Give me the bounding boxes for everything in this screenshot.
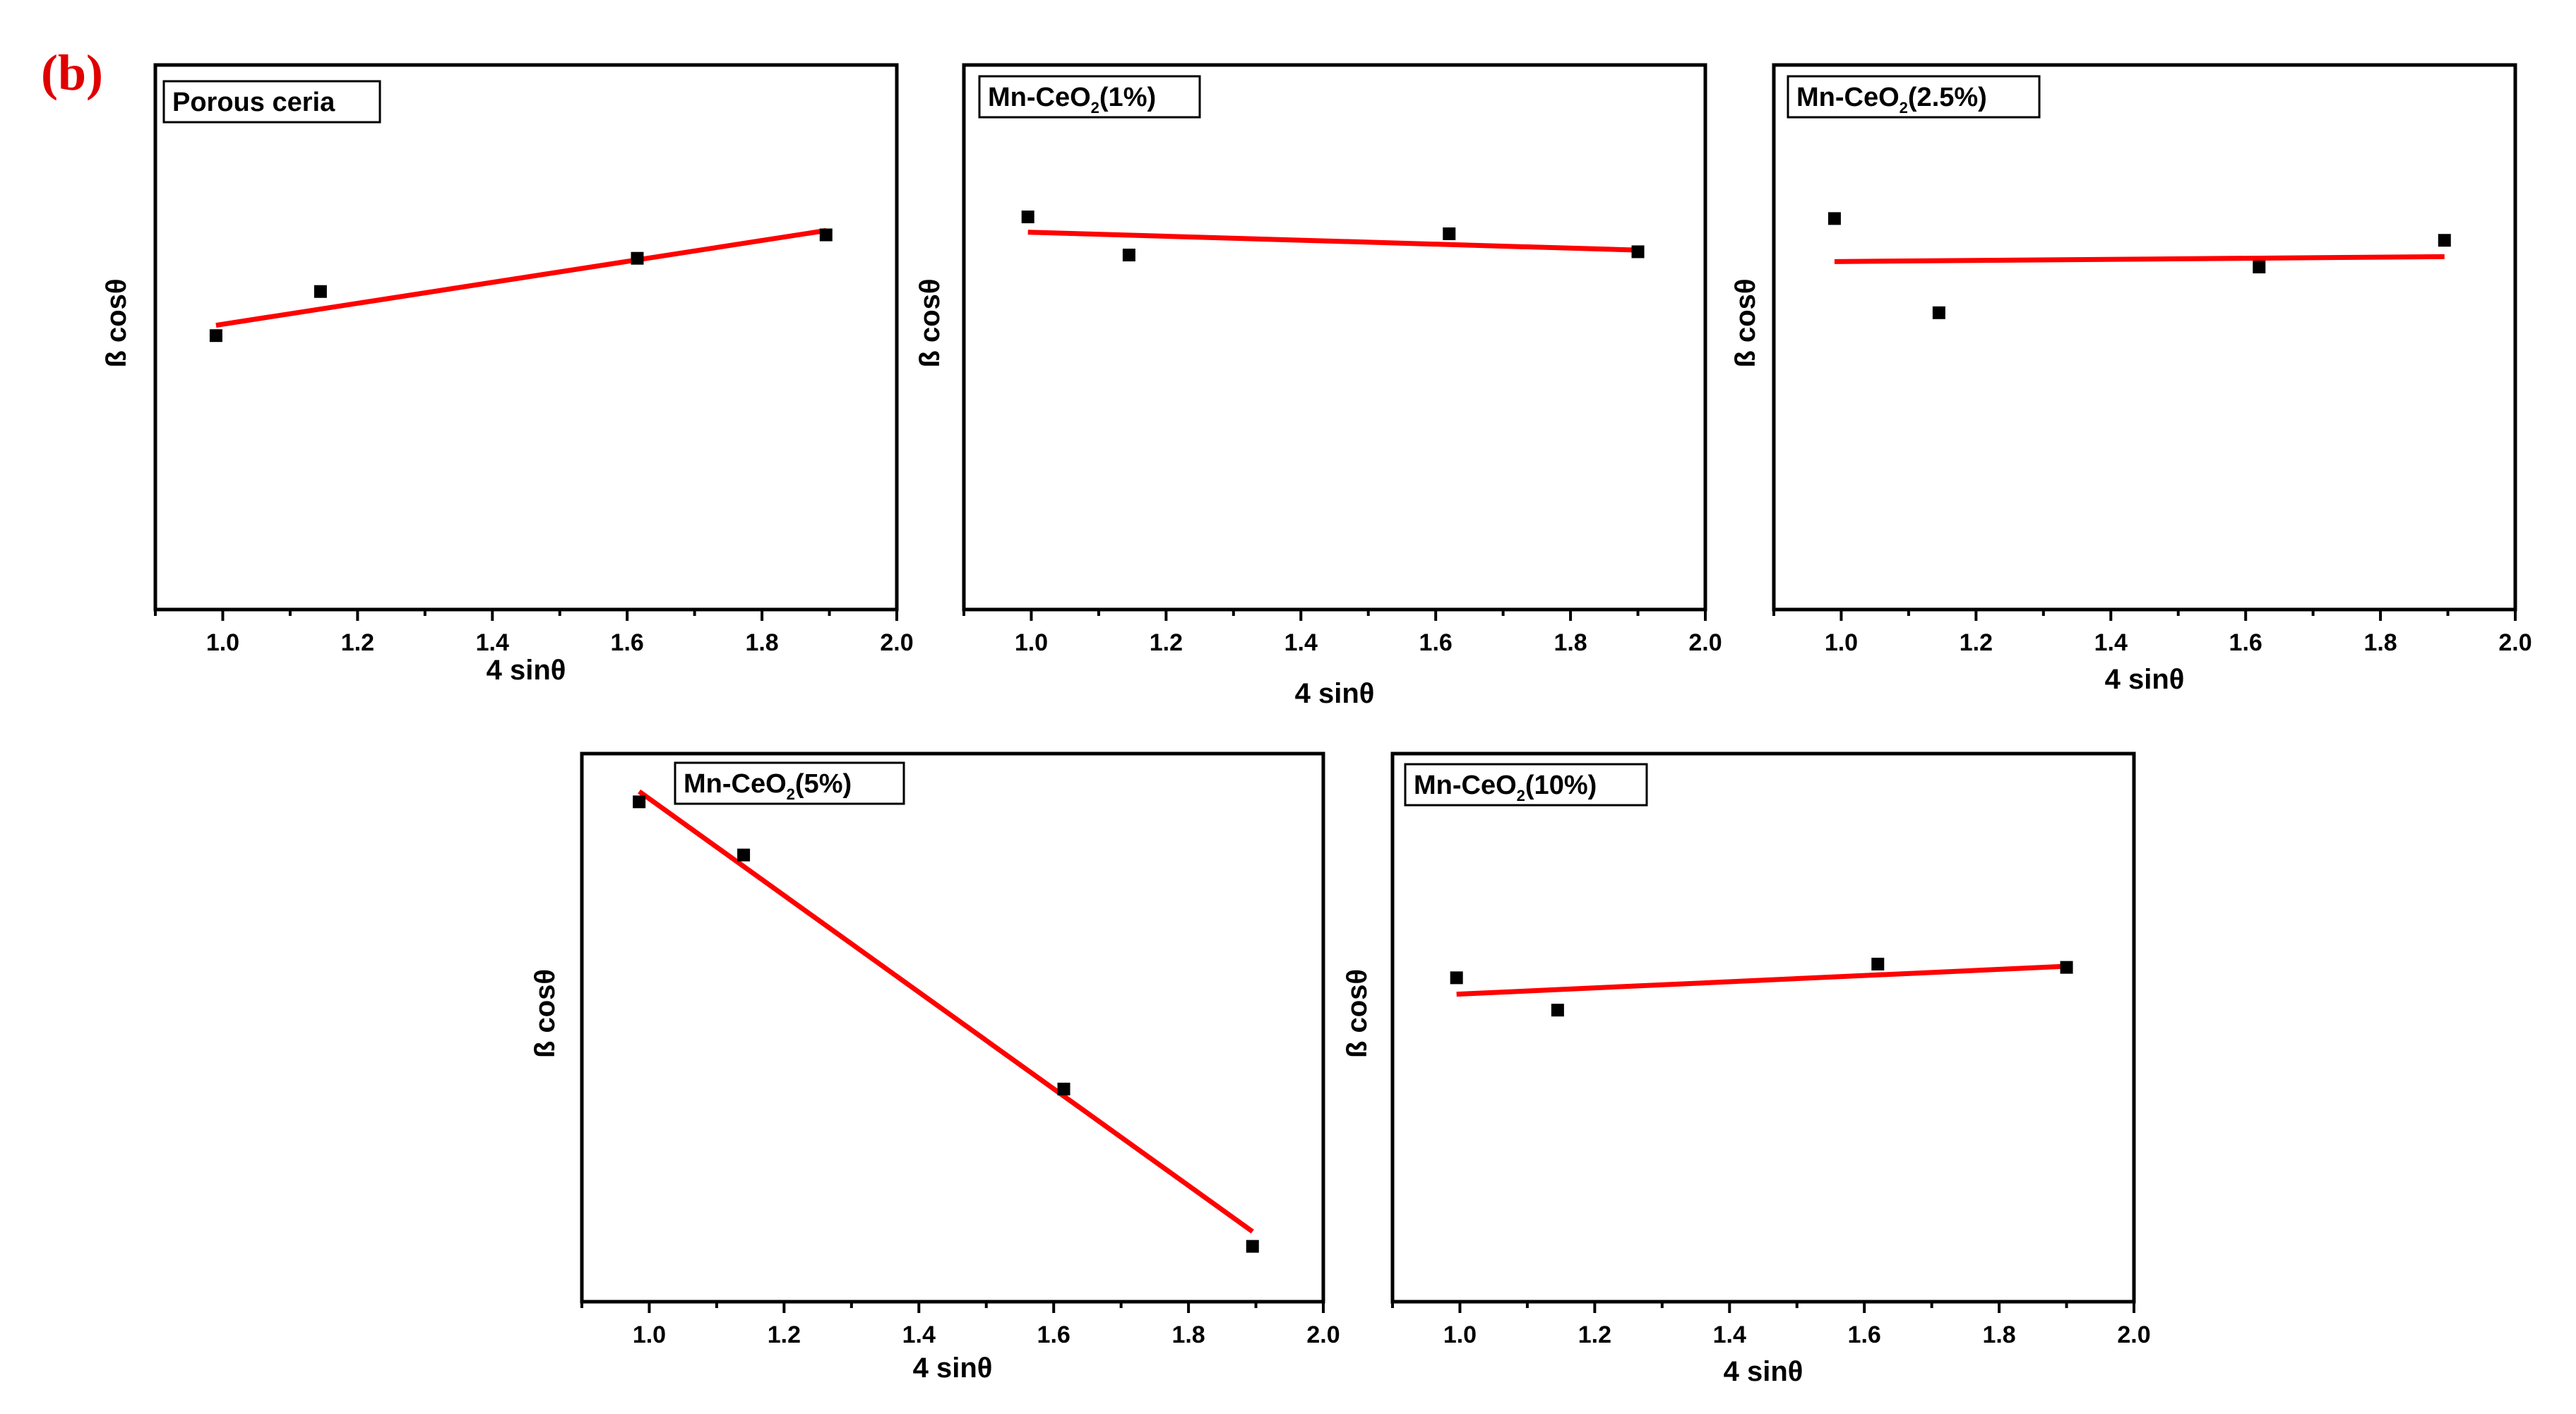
plot-frame [1772, 63, 2517, 612]
x-axis-label: 4 sinθ [913, 1353, 993, 1384]
x-tick-label: 1.4 [902, 1321, 936, 1348]
plot-frame [580, 751, 1325, 1304]
x-tick-label: 1.2 [768, 1321, 801, 1348]
x-tick-label: 1.0 [206, 629, 239, 656]
x-axis-label: 4 sinθ [2105, 664, 2185, 695]
y-axis-label: ß cosθ [101, 278, 132, 367]
data-point [314, 285, 327, 298]
y-axis-label: ß cosθ [1730, 278, 1761, 367]
x-tick-label: 1.2 [1960, 629, 1993, 656]
x-tick-label: 1.2 [1150, 629, 1183, 656]
x-tick-label: 1.8 [745, 629, 778, 656]
chart-mn-ceo2-1: 1.0 1.2 1.4 1.6 1.8 2.0 4 sinθ ß cosθ Mn-CeO2(1%… [914, 63, 1722, 709]
y-axis-label: ß cosθ [530, 969, 561, 1058]
data-point [1021, 210, 1034, 224]
x-axis-label: 4 sinθ [1724, 1356, 1803, 1387]
data-point [631, 251, 644, 265]
x-tick-label: 1.8 [1554, 629, 1587, 656]
plot-frame [1390, 751, 2136, 1304]
data-point [1551, 1004, 1564, 1017]
data-point [1246, 1240, 1259, 1253]
data-point [1122, 249, 1135, 262]
x-tick-label: 2.0 [1688, 629, 1722, 656]
x-tick-label: 1.4 [476, 629, 509, 656]
x-tick-label: 1.4 [2094, 629, 2128, 656]
x-tick-label: 1.6 [611, 629, 644, 656]
x-tick-label: 1.8 [1171, 1321, 1205, 1348]
chart-porous-ceria: 1.0 1.2 1.4 1.6 1.8 2.0 4 sinθ ß cosθ Porous cer… [101, 63, 914, 686]
x-tick-label: 1.8 [1982, 1321, 2015, 1348]
data-point [1827, 212, 1841, 225]
fit-line [215, 227, 827, 328]
fit-line [1456, 963, 2067, 997]
data-point [2253, 261, 2266, 274]
x-axis-label: 4 sinθ [487, 655, 566, 686]
data-point [633, 795, 646, 809]
x-axis-label: 4 sinθ [1295, 678, 1375, 709]
legend-box [1404, 763, 1648, 807]
legend-title: Mn-CeO2(1%) [988, 83, 1156, 117]
data-point [1443, 227, 1456, 241]
data-point [819, 228, 833, 242]
x-tick-label: 1.6 [2229, 629, 2262, 656]
data-point [737, 848, 751, 862]
x-tick-label: 1.6 [1848, 1321, 1881, 1348]
chart-mn-ceo2-5: 1.0 1.2 1.4 1.6 1.8 2.0 4 sinθ ß cosθ Mn-CeO2(5%… [530, 751, 1340, 1384]
x-tick-label: 2.0 [1306, 1321, 1340, 1348]
data-point [2060, 961, 2073, 974]
legend-title: Mn-CeO2(2.5%) [1796, 83, 1987, 117]
x-tick-label: 1.2 [1578, 1321, 1611, 1348]
data-point [2438, 234, 2451, 247]
panel-label: (b) [41, 44, 103, 101]
legend-box [674, 761, 905, 805]
y-axis-label: ß cosθ [914, 278, 946, 367]
legend-box [162, 80, 381, 124]
x-tick-label: 1.0 [1443, 1321, 1477, 1348]
x-tick-label: 1.0 [633, 1321, 666, 1348]
y-axis-label: ß cosθ [1342, 969, 1373, 1058]
legend-title: Porous ceria [172, 88, 335, 117]
x-tick-label: 1.4 [1713, 1321, 1746, 1348]
data-point [1450, 971, 1463, 985]
data-point [1057, 1082, 1071, 1095]
data-point [1631, 245, 1645, 259]
data-point [209, 329, 222, 343]
legend-title: Mn-CeO2(5%) [684, 769, 852, 803]
chart-mn-ceo2-2-5: 1.0 1.2 1.4 1.6 1.8 2.0 4 sinθ ß cosθ Mn-CeO2(2.… [1730, 63, 2532, 695]
chart-mn-ceo2-10: 1.0 1.2 1.4 1.6 1.8 2.0 4 sinθ ß cosθ Mn-CeO2(10… [1342, 751, 2151, 1387]
x-tick-label: 1.6 [1419, 629, 1453, 656]
fit-line [1834, 254, 2445, 264]
x-tick-label: 1.6 [1037, 1321, 1071, 1348]
legend-title: Mn-CeO2(10%) [1414, 771, 1597, 804]
plot-frame [962, 63, 1707, 612]
x-tick-label: 2.0 [880, 629, 913, 656]
x-tick-label: 2.0 [2498, 629, 2532, 656]
fit-line [638, 789, 1254, 1234]
fit-line [1027, 230, 1638, 253]
plot-frame [153, 63, 899, 612]
x-tick-label: 1.0 [1015, 629, 1048, 656]
x-tick-label: 2.0 [2117, 1321, 2150, 1348]
x-tick-label: 1.8 [2363, 629, 2397, 656]
data-point [1871, 957, 1885, 970]
legend-box [978, 75, 1201, 119]
legend-box [1787, 75, 2041, 119]
x-tick-label: 1.2 [341, 629, 374, 656]
x-tick-label: 1.0 [1825, 629, 1858, 656]
x-tick-label: 1.4 [1284, 629, 1318, 656]
data-point [1932, 306, 1945, 319]
